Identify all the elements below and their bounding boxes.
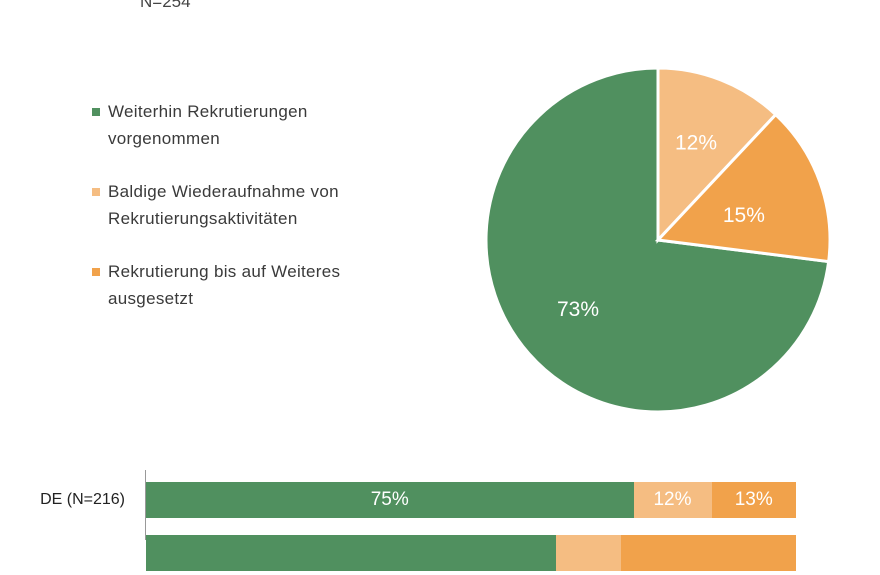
pie-slice-suspended <box>654 112 832 264</box>
legend-item-label: Weiterhin Rekrutierungen vorgenommen <box>108 98 308 152</box>
bar-segment-resume-soon: 12% <box>633 482 712 518</box>
sample-size-label: N=254 <box>140 0 191 11</box>
bar-segment-suspended <box>620 535 796 571</box>
legend-item-label-line2: ausgesetzt <box>108 289 194 308</box>
bar-track <box>146 535 796 571</box>
bar-segment-resume-soon <box>555 535 621 571</box>
legend-item-label-line2: vorgenommen <box>108 129 220 148</box>
legend-item-label: Rekrutierung bis auf Weiteres ausgesetzt <box>108 258 340 312</box>
bar-row <box>0 535 880 575</box>
bar-axis-line <box>145 470 146 540</box>
legend-item-label-line1: Baldige Wiederaufnahme von <box>108 182 339 201</box>
pie-slice-label: 12% <box>675 132 717 155</box>
pie-slice-label: 73% <box>557 298 599 321</box>
bar-row: DE (N=216) 75% 12% 13% <box>0 482 880 522</box>
pie-chart: 73% 12% 15% <box>470 55 850 435</box>
legend-item-label-line2: Rekrutierungsaktivitäten <box>108 209 298 228</box>
legend-swatch-icon <box>92 108 100 116</box>
legend-item-label: Baldige Wiederaufnahme von Rekrutierungs… <box>108 178 339 232</box>
legend-item-continued: Weiterhin Rekrutierungen vorgenommen <box>92 98 422 152</box>
pie-slice-label: 15% <box>723 204 765 227</box>
legend-item-label-line1: Rekrutierung bis auf Weiteres <box>108 262 341 281</box>
legend-swatch-icon <box>92 268 100 276</box>
bar-track: 75% 12% 13% <box>146 482 796 518</box>
legend-item-suspended: Rekrutierung bis auf Weiteres ausgesetzt <box>92 258 422 312</box>
legend-item-label-line1: Weiterhin Rekrutierungen <box>108 102 308 121</box>
pie-legend: Weiterhin Rekrutierungen vorgenommen Bal… <box>92 98 422 338</box>
bar-segment-suspended: 13% <box>711 482 796 518</box>
bar-segment-continued: 75% <box>146 482 634 518</box>
stacked-bar-chart: DE (N=216) 75% 12% 13% <box>0 470 880 571</box>
bar-category-label: DE (N=216) <box>40 491 125 508</box>
bar-segment-continued <box>146 535 556 571</box>
pie-chart-svg: 73% 12% 15% <box>484 66 832 414</box>
legend-item-resume-soon: Baldige Wiederaufnahme von Rekrutierungs… <box>92 178 422 232</box>
legend-swatch-icon <box>92 188 100 196</box>
pie-slice-resume-soon <box>656 66 778 244</box>
